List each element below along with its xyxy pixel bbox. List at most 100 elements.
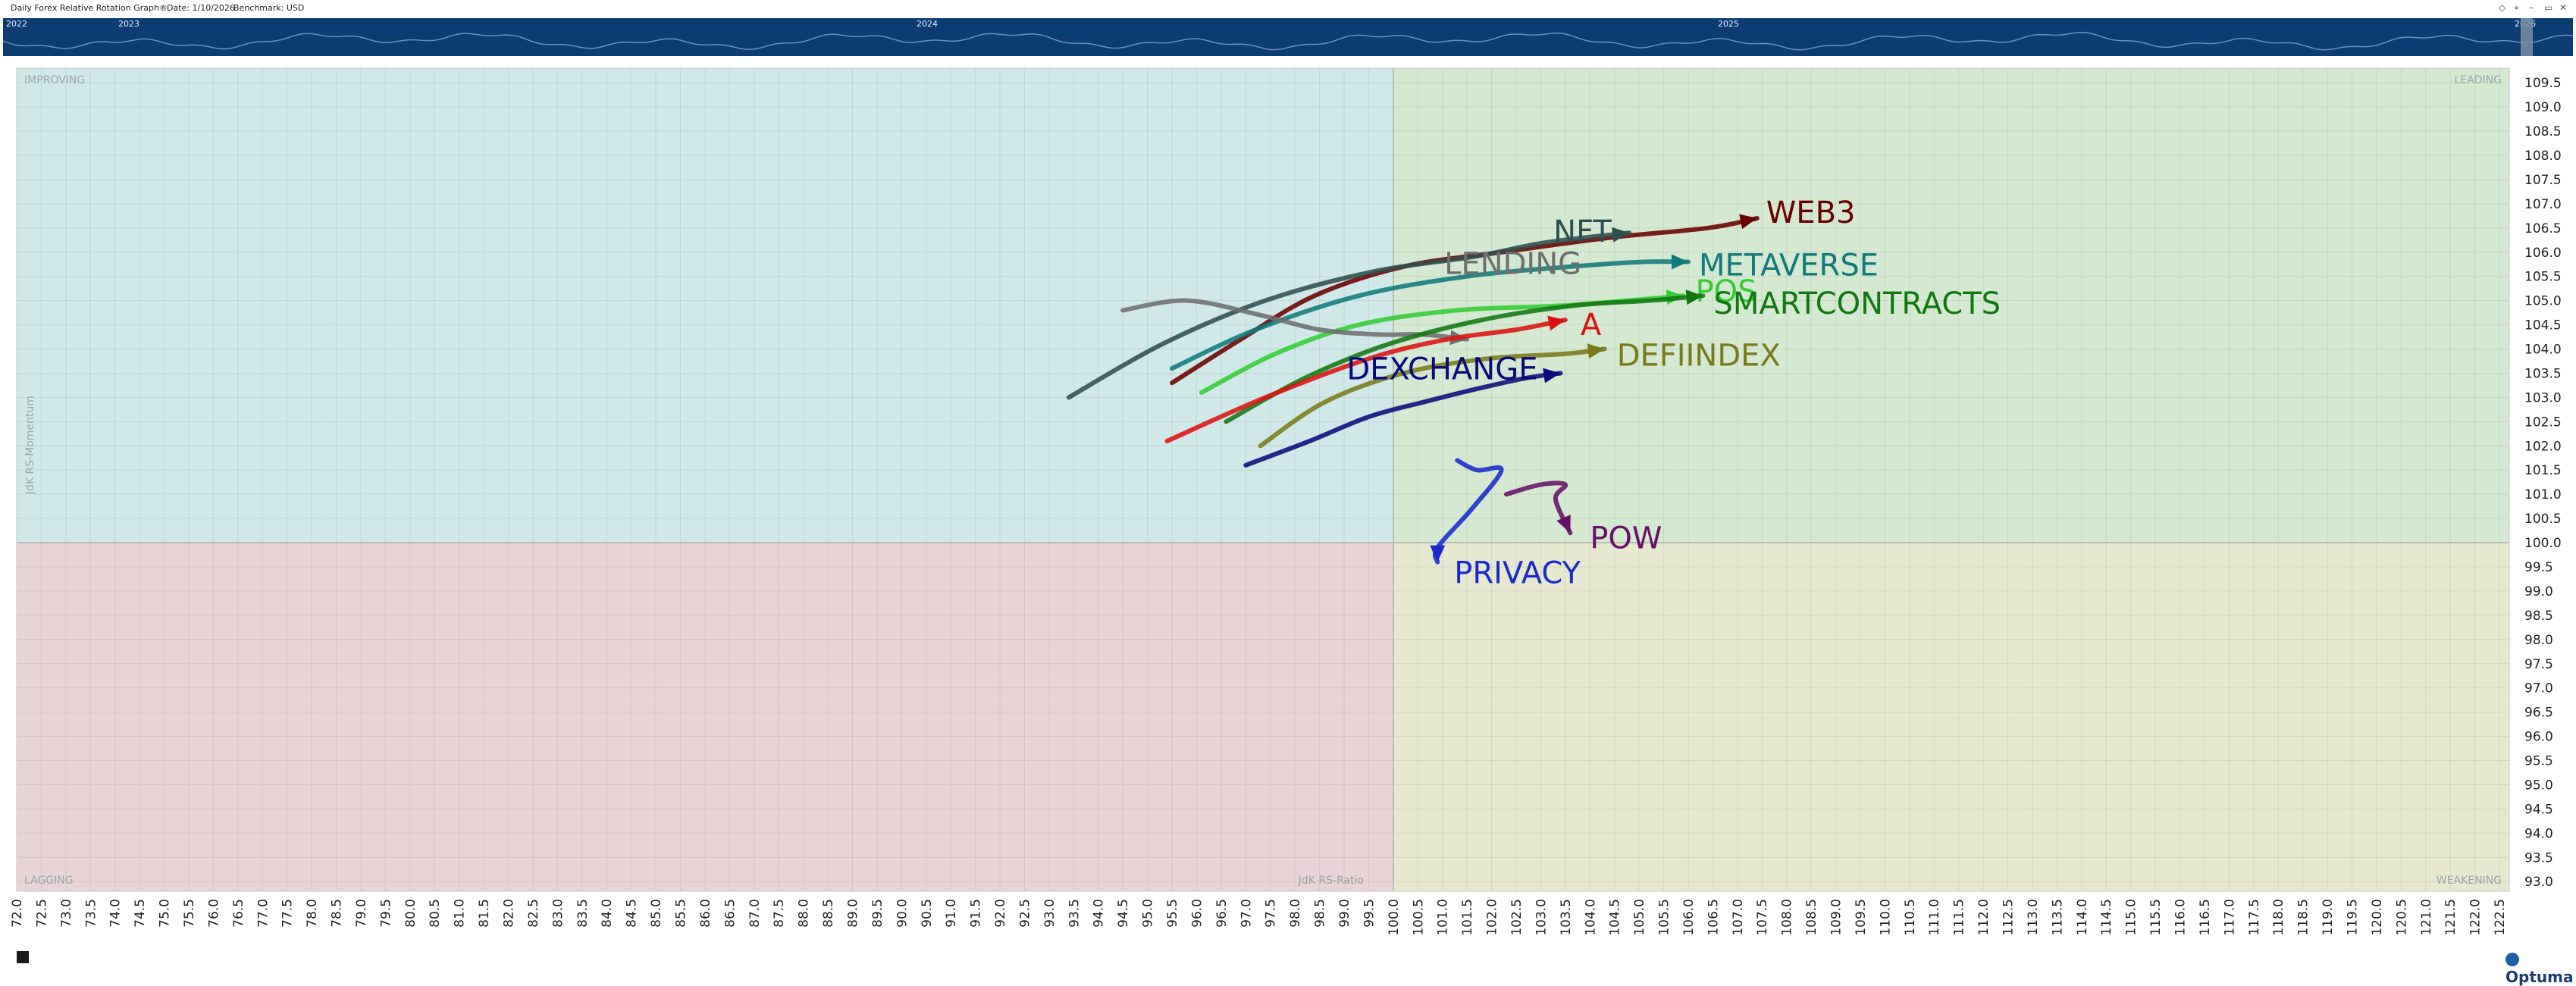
x-tick-label: 82.0 — [502, 899, 517, 928]
y-tick-label: 96.0 — [2524, 730, 2553, 745]
x-tick-label: 82.5 — [526, 899, 541, 928]
x-tick-label: 98.5 — [1313, 899, 1328, 928]
y-tick-label: 100.5 — [2524, 512, 2562, 527]
x-tick-label: 87.5 — [772, 899, 787, 928]
y-tick-label: 107.5 — [2524, 173, 2562, 188]
y-tick-label: 95.0 — [2524, 778, 2553, 793]
x-tick-label: 76.5 — [231, 899, 246, 928]
x-tick-label: 116.0 — [2173, 899, 2188, 936]
quadrant-label-leading: LEADING — [2455, 74, 2502, 86]
x-tick-label: 85.5 — [674, 899, 689, 928]
diamond-icon[interactable]: ◇ — [2499, 2, 2506, 13]
quadrant-label-improving: IMPROVING — [24, 74, 85, 86]
x-tick-label: 94.5 — [1116, 899, 1131, 928]
y-tick-label: 103.5 — [2524, 366, 2562, 381]
quadrant-label-lagging: LAGGING — [24, 875, 74, 887]
x-tick-label: 84.5 — [625, 899, 640, 928]
x-tick-label: 91.0 — [944, 899, 959, 928]
close-icon[interactable]: ✕ — [2559, 2, 2568, 13]
x-tick-label: 89.5 — [870, 899, 885, 928]
series-tail-pow — [1504, 480, 1573, 536]
x-tick-label: 95.0 — [1141, 899, 1156, 928]
x-tick-label: 121.0 — [2419, 899, 2434, 936]
x-tick-label: 90.0 — [895, 899, 910, 928]
x-tick-label: 74.0 — [108, 899, 124, 928]
x-tick-label: 73.0 — [59, 899, 74, 928]
x-tick-label: 102.5 — [1509, 899, 1525, 936]
x-tick-label: 81.0 — [453, 899, 468, 928]
y-tick-label: 103.0 — [2524, 390, 2562, 405]
x-tick-label: 96.0 — [1189, 899, 1205, 928]
x-tick-label: 108.0 — [1780, 899, 1795, 936]
toolbar-toggle-button[interactable] — [17, 951, 29, 963]
x-tick-label: 112.5 — [2001, 899, 2017, 936]
x-axis-label: JdK RS-Ratio — [1298, 875, 1364, 887]
x-tick-label: 122.5 — [2493, 899, 2508, 936]
x-tick-label: 107.5 — [1755, 899, 1770, 936]
y-tick-label: 108.5 — [2524, 124, 2562, 139]
x-tick-label: 100.0 — [1387, 899, 1402, 936]
x-tick-label: 80.0 — [403, 899, 418, 928]
x-tick-label: 88.0 — [797, 899, 812, 928]
x-tick-label: 97.0 — [1239, 899, 1254, 928]
x-tick-label: 94.0 — [1092, 899, 1107, 928]
timeline-navigator[interactable]: 2022 2023 2024 2025 2026 — [3, 18, 2573, 56]
series-head-privacy — [1430, 545, 1446, 562]
pin-icon[interactable]: ⌖ — [2514, 2, 2519, 13]
series-head-pow — [1556, 515, 1571, 534]
chart-date: Date: 1/10/2026 — [167, 3, 235, 13]
y-tick-label: 95.5 — [2524, 754, 2553, 769]
x-tick-label: 113.5 — [2050, 899, 2065, 936]
x-tick-label: 77.0 — [255, 899, 271, 928]
series-head-nft — [1612, 227, 1630, 243]
x-tick-label: 114.0 — [2075, 899, 2090, 936]
x-tick-label: 105.5 — [1657, 899, 1672, 936]
x-tick-label: 97.5 — [1264, 899, 1279, 928]
restore-icon[interactable]: ▭ — [2544, 2, 2553, 13]
y-axis-label: JdK RS-Momentum — [24, 396, 36, 495]
y-tick-label: 101.5 — [2524, 463, 2562, 478]
y-tick-label: 93.5 — [2524, 850, 2553, 865]
x-tick-label: 93.0 — [1042, 899, 1058, 928]
x-tick-label: 88.5 — [821, 899, 836, 928]
x-tick-label: 109.0 — [1829, 899, 1844, 936]
x-tick-label: 119.5 — [2345, 899, 2360, 936]
x-tick-label: 75.0 — [158, 899, 173, 928]
timeline-selection-handle[interactable] — [2521, 18, 2533, 56]
x-tick-label: 86.5 — [722, 899, 738, 928]
x-tick-label: 93.5 — [1067, 899, 1082, 928]
x-tick-label: 121.5 — [2443, 899, 2458, 936]
x-tick-label: 111.0 — [1927, 899, 1942, 936]
y-tick-label: 101.0 — [2524, 487, 2562, 502]
y-tick-label: 102.5 — [2524, 415, 2562, 430]
x-tick-label: 92.0 — [993, 899, 1008, 928]
x-tick-label: 73.5 — [83, 899, 99, 928]
y-tick-label: 97.5 — [2524, 657, 2553, 672]
y-tick-label: 104.0 — [2524, 343, 2562, 358]
y-tick-label: 98.5 — [2524, 609, 2553, 624]
y-tick-label: 96.5 — [2524, 706, 2553, 721]
rrg-chart: IMPROVING LEADING LAGGING WEAKENING JdK RS-R… — [10, 67, 2562, 936]
x-tick-label: 96.5 — [1214, 899, 1230, 928]
series-head-web3 — [1739, 214, 1757, 230]
y-tick-label: 104.5 — [2524, 318, 2562, 333]
x-tick-label: 98.0 — [1288, 899, 1303, 928]
x-tick-label: 100.5 — [1411, 899, 1426, 936]
x-tick-label: 117.0 — [2222, 899, 2237, 936]
x-tick-label: 104.0 — [1583, 899, 1598, 936]
x-tick-label: 113.0 — [2026, 899, 2041, 936]
y-tick-label: 99.0 — [2524, 584, 2553, 599]
x-tick-label: 110.5 — [1903, 899, 1918, 936]
minimize-icon[interactable]: – — [2529, 2, 2534, 13]
series-head-a — [1547, 315, 1565, 331]
series-tail-defiindex — [1258, 346, 1607, 449]
y-tick-label: 107.0 — [2524, 197, 2562, 212]
quadrant-lagging — [17, 543, 1393, 891]
x-tick-label: 105.0 — [1632, 899, 1647, 936]
x-tick-label: 102.0 — [1485, 899, 1500, 936]
series-label-dexchange: DEXCHANGE — [1346, 352, 1537, 387]
x-tick-label: 91.5 — [969, 899, 984, 928]
x-tick-label: 74.5 — [133, 899, 148, 928]
y-tick-label: 100.0 — [2524, 536, 2562, 551]
x-tick-label: 120.5 — [2394, 899, 2409, 936]
